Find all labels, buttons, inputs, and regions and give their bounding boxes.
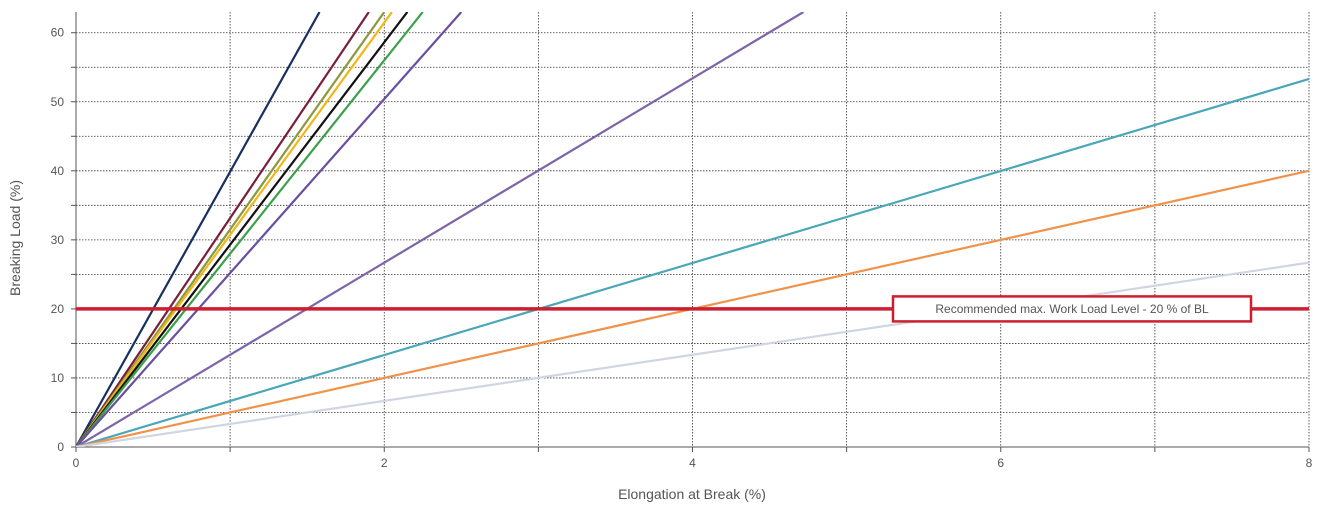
y-tick-label: 60 xyxy=(51,26,65,40)
series-line-6 xyxy=(76,12,424,447)
reference-layer: Recommended max. Work Load Level - 20 % … xyxy=(76,295,1309,323)
series-line-5 xyxy=(76,12,409,447)
series-line-9 xyxy=(76,77,1309,447)
reference-annotation-box xyxy=(891,295,1253,323)
grid xyxy=(71,12,1310,452)
y-tick-label: 30 xyxy=(51,233,65,247)
x-tick-label: 2 xyxy=(381,456,388,470)
y-tick-label: 10 xyxy=(51,371,65,385)
series-line-7 xyxy=(76,12,463,447)
series-line-8 xyxy=(76,12,805,447)
series-line-1 xyxy=(76,12,321,447)
series-line-11 xyxy=(76,261,1309,447)
y-tick-label: 40 xyxy=(51,164,65,178)
reference-annotation-label: Recommended max. Work Load Level - 20 % … xyxy=(935,302,1209,316)
y-tick-label: 20 xyxy=(51,302,65,316)
y-tick-label: 50 xyxy=(51,95,65,109)
y-tick-label: 0 xyxy=(57,440,64,454)
x-tick-label: 4 xyxy=(689,456,696,470)
x-tick-label: 6 xyxy=(997,456,1004,470)
x-axis-title: Elongation at Break (%) xyxy=(618,486,766,502)
series-line-2 xyxy=(76,12,370,447)
y-axis-title: Breaking Load (%) xyxy=(7,180,23,296)
series-line-4 xyxy=(76,12,393,447)
x-tick-label: 8 xyxy=(1306,456,1313,470)
x-tick-label: 0 xyxy=(73,456,80,470)
tick-labels: 0 2 4 6 8 0 10 20 30 40 50 60 xyxy=(51,26,1313,470)
